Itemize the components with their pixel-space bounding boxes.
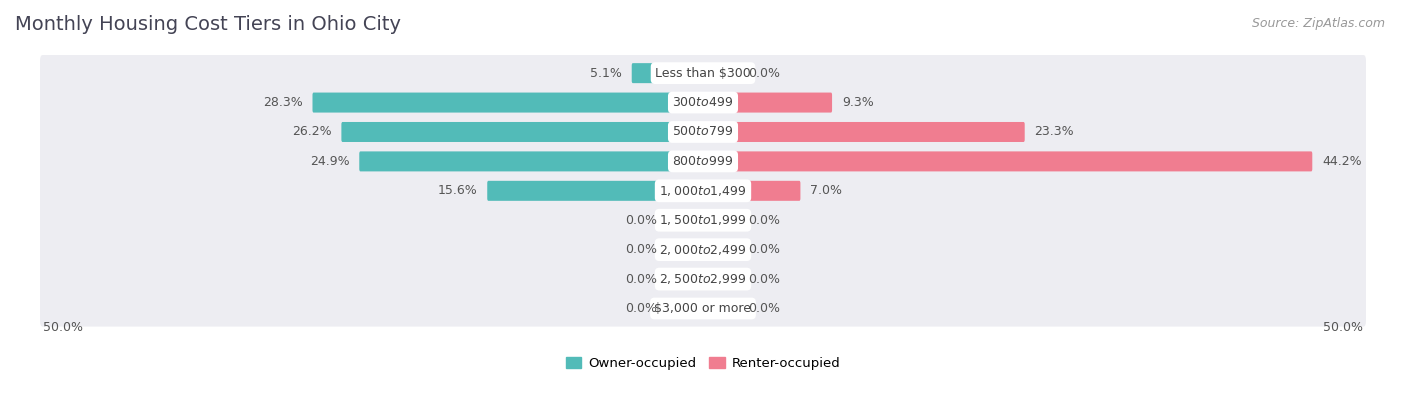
Text: 0.0%: 0.0% bbox=[748, 302, 780, 315]
Text: 50.0%: 50.0% bbox=[42, 321, 83, 334]
FancyBboxPatch shape bbox=[39, 290, 1367, 327]
Text: 28.3%: 28.3% bbox=[263, 96, 302, 109]
Text: Less than $300: Less than $300 bbox=[655, 67, 751, 80]
Text: 0.0%: 0.0% bbox=[748, 214, 780, 227]
Text: 9.3%: 9.3% bbox=[842, 96, 873, 109]
FancyBboxPatch shape bbox=[631, 63, 704, 83]
FancyBboxPatch shape bbox=[702, 93, 832, 112]
Text: $1,000 to $1,499: $1,000 to $1,499 bbox=[659, 184, 747, 198]
FancyBboxPatch shape bbox=[668, 210, 704, 230]
FancyBboxPatch shape bbox=[668, 239, 704, 260]
FancyBboxPatch shape bbox=[702, 63, 738, 83]
Text: $2,000 to $2,499: $2,000 to $2,499 bbox=[659, 243, 747, 256]
FancyBboxPatch shape bbox=[360, 151, 704, 171]
FancyBboxPatch shape bbox=[39, 55, 1367, 91]
FancyBboxPatch shape bbox=[39, 85, 1367, 121]
FancyBboxPatch shape bbox=[39, 173, 1367, 209]
FancyBboxPatch shape bbox=[342, 122, 704, 142]
FancyBboxPatch shape bbox=[702, 239, 738, 260]
Text: 26.2%: 26.2% bbox=[292, 125, 332, 139]
Text: $300 to $499: $300 to $499 bbox=[672, 96, 734, 109]
Text: 44.2%: 44.2% bbox=[1322, 155, 1362, 168]
Text: 0.0%: 0.0% bbox=[748, 243, 780, 256]
FancyBboxPatch shape bbox=[39, 232, 1367, 268]
FancyBboxPatch shape bbox=[312, 93, 704, 112]
Text: 0.0%: 0.0% bbox=[626, 273, 658, 286]
Text: 23.3%: 23.3% bbox=[1035, 125, 1074, 139]
FancyBboxPatch shape bbox=[39, 114, 1367, 150]
Text: $1,500 to $1,999: $1,500 to $1,999 bbox=[659, 213, 747, 227]
FancyBboxPatch shape bbox=[39, 202, 1367, 238]
FancyBboxPatch shape bbox=[668, 298, 704, 318]
FancyBboxPatch shape bbox=[39, 261, 1367, 297]
Text: Source: ZipAtlas.com: Source: ZipAtlas.com bbox=[1251, 17, 1385, 29]
Text: $500 to $799: $500 to $799 bbox=[672, 125, 734, 139]
Text: 15.6%: 15.6% bbox=[437, 184, 477, 197]
Text: $2,500 to $2,999: $2,500 to $2,999 bbox=[659, 272, 747, 286]
FancyBboxPatch shape bbox=[702, 269, 738, 289]
Text: $800 to $999: $800 to $999 bbox=[672, 155, 734, 168]
FancyBboxPatch shape bbox=[702, 210, 738, 230]
FancyBboxPatch shape bbox=[702, 151, 1312, 171]
Text: 50.0%: 50.0% bbox=[1323, 321, 1364, 334]
Text: 0.0%: 0.0% bbox=[748, 67, 780, 80]
Text: 0.0%: 0.0% bbox=[626, 302, 658, 315]
Text: 24.9%: 24.9% bbox=[309, 155, 349, 168]
FancyBboxPatch shape bbox=[702, 122, 1025, 142]
FancyBboxPatch shape bbox=[702, 181, 800, 201]
FancyBboxPatch shape bbox=[668, 269, 704, 289]
FancyBboxPatch shape bbox=[488, 181, 704, 201]
Text: $3,000 or more: $3,000 or more bbox=[655, 302, 751, 315]
Text: Monthly Housing Cost Tiers in Ohio City: Monthly Housing Cost Tiers in Ohio City bbox=[15, 15, 401, 34]
Text: 0.0%: 0.0% bbox=[748, 273, 780, 286]
FancyBboxPatch shape bbox=[39, 143, 1367, 180]
Text: 5.1%: 5.1% bbox=[591, 67, 621, 80]
FancyBboxPatch shape bbox=[702, 298, 738, 318]
Text: 0.0%: 0.0% bbox=[626, 243, 658, 256]
Legend: Owner-occupied, Renter-occupied: Owner-occupied, Renter-occupied bbox=[560, 352, 846, 375]
Text: 0.0%: 0.0% bbox=[626, 214, 658, 227]
Text: 7.0%: 7.0% bbox=[810, 184, 842, 197]
